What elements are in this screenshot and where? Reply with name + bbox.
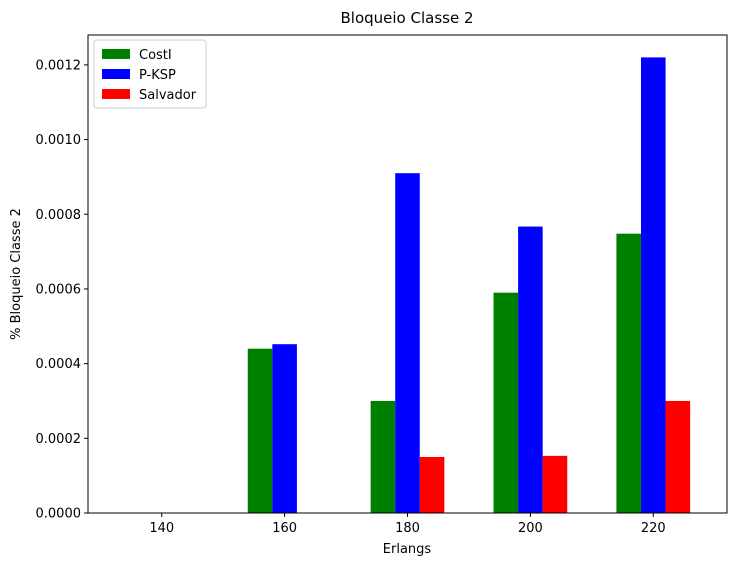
legend-label-p-ksp: P-KSP xyxy=(139,68,176,83)
bar-costi-220 xyxy=(616,233,641,513)
legend-label-costi: CostI xyxy=(139,48,172,63)
x-tick-label: 200 xyxy=(518,521,543,536)
bar-costi-180 xyxy=(370,400,396,513)
y-tick-label: 0.0008 xyxy=(36,208,82,223)
bar-p-ksp-180 xyxy=(395,173,420,513)
bars-group xyxy=(247,57,691,514)
axes-group: 140 160 180 200 220 0.0000 0.0002 0.0004 0.0006 0… xyxy=(36,34,728,536)
bar-p-ksp-160 xyxy=(272,344,297,513)
bar-p-ksp-200 xyxy=(518,226,543,514)
legend-label-salvador: Salvador xyxy=(139,88,197,103)
bar-costi-160 xyxy=(247,348,273,513)
legend-swatch-p-ksp xyxy=(102,69,130,79)
bar-salvador-180 xyxy=(419,456,445,513)
y-tick-label: 0.0006 xyxy=(36,282,82,297)
legend: CostI P-KSP Salvador xyxy=(93,39,207,109)
y-axis-label: % Bloqueio Classe 2 xyxy=(9,208,24,340)
legend-swatch-salvador xyxy=(102,89,130,99)
y-tick-label: 0.0000 xyxy=(36,507,82,522)
y-tick-label: 0.0002 xyxy=(36,432,82,447)
x-tick-label: 180 xyxy=(395,521,420,536)
legend-swatch-costi xyxy=(102,49,130,59)
chart-title: Bloqueio Classe 2 xyxy=(340,9,473,27)
y-tick-label: 0.0012 xyxy=(36,58,82,73)
bar-p-ksp-220 xyxy=(640,57,666,513)
x-axis-label: Erlangs xyxy=(383,542,432,557)
bar-costi-200 xyxy=(493,292,519,513)
x-tick-label: 220 xyxy=(641,521,666,536)
bar-salvador-220 xyxy=(665,400,691,513)
y-tick-label: 0.0004 xyxy=(36,357,82,372)
x-tick-label: 160 xyxy=(272,521,297,536)
bar-salvador-200 xyxy=(542,455,568,513)
x-tick-label: 140 xyxy=(149,521,174,536)
y-tick-label: 0.0010 xyxy=(36,133,82,148)
